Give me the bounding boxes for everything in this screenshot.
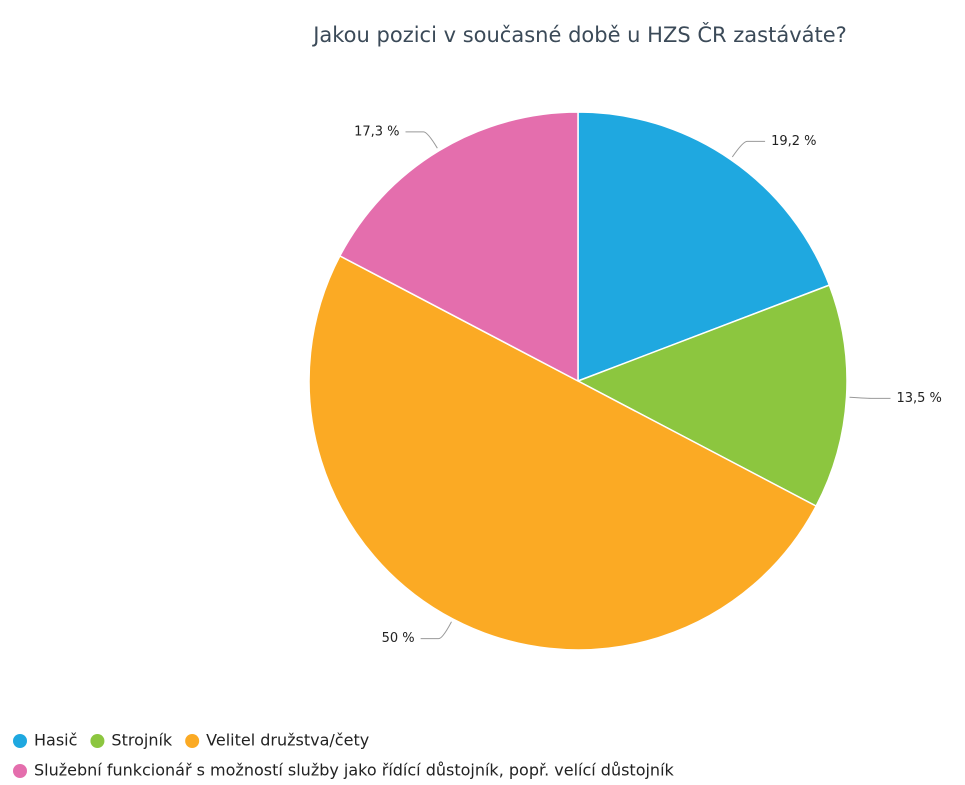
legend-label: Služební funkcionář s možností služby ja… <box>34 761 675 780</box>
data-label: 50 % <box>382 631 415 646</box>
leader-line <box>849 396 891 399</box>
legend-swatch <box>185 734 200 748</box>
leader-line <box>731 140 766 158</box>
legend-label: Strojník <box>111 731 172 750</box>
pie-slice <box>576 284 848 508</box>
legend-swatch <box>13 734 27 748</box>
legend-label: Hasič <box>34 731 77 750</box>
data-label: 13,5 % <box>896 391 941 406</box>
leader-line <box>405 131 438 149</box>
pie-slice <box>577 111 831 383</box>
chart-title: Jakou pozici v současné době u HZS ČR za… <box>311 22 847 47</box>
legend-label: Velitel družstva/čety <box>206 731 369 750</box>
data-label: 17,3 % <box>354 124 399 139</box>
pie-slice <box>338 111 579 383</box>
legend-swatch <box>90 734 105 748</box>
pie-slice <box>308 254 818 651</box>
leader-line <box>420 621 452 640</box>
legend-swatch <box>13 764 27 778</box>
data-label: 19,2 % <box>771 134 816 149</box>
